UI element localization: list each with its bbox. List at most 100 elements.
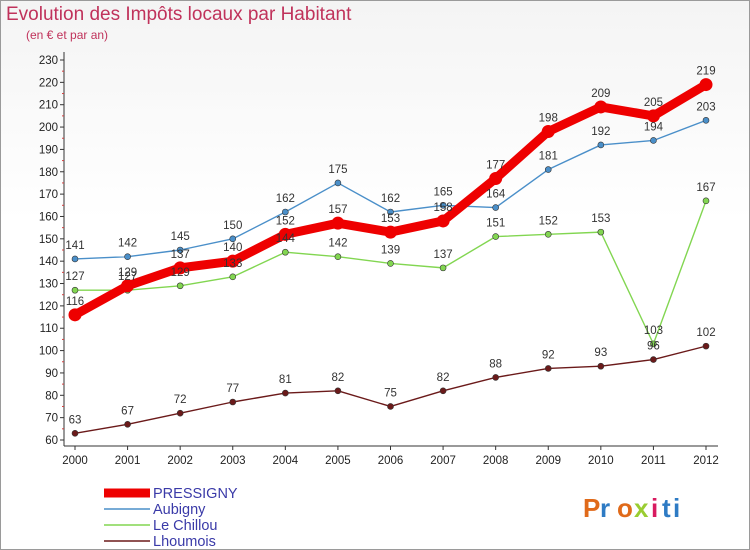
data-point-aubigny: [229, 235, 237, 243]
data-point-le-chillou: [702, 197, 710, 205]
data-point-aubigny: [650, 137, 657, 144]
data-label-le-chillou: 127: [118, 271, 137, 283]
data-point-pressigny: [121, 279, 135, 293]
x-tick-label: 2012: [693, 455, 719, 467]
data-label-lhoumois: 72: [174, 394, 187, 406]
data-point-le-chillou: [387, 260, 394, 267]
y-tick-label: 210: [39, 100, 58, 112]
data-label-aubigny: 150: [223, 220, 242, 232]
y-tick-label: 100: [39, 346, 58, 358]
data-point-pressigny: [331, 216, 345, 230]
x-tick-label: 2007: [430, 455, 456, 467]
y-tick-label: 160: [39, 211, 58, 223]
data-point-le-chillou: [71, 286, 79, 294]
data-point-pressigny: [226, 254, 240, 268]
data-point-le-chillou: [492, 233, 499, 240]
data-point-pressigny: [436, 214, 450, 228]
logo-letter: P: [583, 493, 600, 523]
data-label-lhoumois: 102: [696, 327, 715, 339]
data-label-lhoumois: 93: [594, 347, 607, 359]
data-label-aubigny: 165: [433, 186, 452, 198]
data-label-le-chillou: 127: [65, 271, 84, 283]
data-label-pressigny: 219: [696, 66, 715, 78]
data-label-pressigny: 198: [539, 113, 558, 125]
y-tick-label: 180: [39, 167, 58, 179]
chart-title: Evolution des Impôts locaux par Habitant: [6, 4, 352, 25]
y-tick-label: 220: [39, 77, 58, 89]
data-point-pressigny: [489, 171, 503, 185]
y-tick-label: 200: [39, 122, 58, 134]
logo-letter: i: [673, 493, 680, 523]
x-tick-label: 2009: [535, 455, 561, 467]
logo-letter: x: [634, 493, 649, 523]
y-tick-label: 150: [39, 234, 58, 246]
data-point-aubigny: [492, 204, 499, 211]
data-point-lhoumois: [282, 389, 289, 397]
data-point-lhoumois: [71, 429, 79, 437]
data-point-aubigny: [124, 253, 131, 261]
x-tick-label: 2004: [273, 455, 299, 467]
data-point-le-chillou: [650, 340, 657, 348]
data-label-pressigny: 152: [276, 215, 295, 227]
data-point-aubigny: [439, 201, 447, 209]
legend-label-lhoumois: Lhoumois: [153, 534, 216, 550]
x-tick-label: 2006: [378, 455, 404, 467]
y-tick-label: 120: [39, 301, 58, 313]
data-label-aubigny: 162: [276, 193, 295, 205]
x-tick-label: 2010: [588, 455, 614, 467]
data-label-le-chillou: 139: [381, 244, 400, 256]
data-label-pressigny: 157: [328, 204, 347, 216]
data-label-le-chillou: 129: [171, 267, 190, 279]
data-label-le-chillou: 133: [223, 258, 242, 270]
x-tick-label: 2005: [325, 455, 351, 467]
data-point-aubigny: [176, 246, 184, 254]
x-tick-label: 2003: [220, 455, 246, 467]
legend-label-le-chillou: Le Chillou: [153, 518, 218, 534]
data-point-pressigny: [541, 125, 555, 139]
data-label-pressigny: 177: [486, 159, 505, 171]
data-label-aubigny: 141: [65, 240, 84, 252]
logo-letter: i: [651, 493, 658, 523]
chart-axes: 60 70 80 90 100 110 120 130 140 150 160 170 180 190 20…: [39, 52, 719, 467]
data-label-le-chillou: 144: [276, 233, 296, 245]
data-point-aubigny: [544, 166, 552, 173]
logo-letter: r: [600, 493, 610, 523]
data-point-aubigny: [71, 255, 79, 263]
data-label-le-chillou: 152: [539, 215, 558, 227]
data-label-lhoumois: 82: [437, 372, 450, 384]
data-label-lhoumois: 63: [69, 414, 82, 426]
data-label-le-chillou: 167: [696, 182, 715, 194]
y-tick-label: 70: [45, 413, 58, 425]
x-tick-label: 2000: [62, 455, 88, 467]
data-point-le-chillou: [439, 264, 447, 272]
x-tick-label: 2008: [483, 455, 509, 467]
data-label-lhoumois: 92: [542, 349, 555, 361]
x-tick-label: 2011: [641, 455, 666, 467]
data-label-aubigny: 145: [171, 231, 190, 243]
data-label-aubigny: 164: [486, 189, 506, 201]
legend-label-aubigny: Aubigny: [153, 502, 206, 518]
data-point-le-chillou: [229, 273, 237, 281]
data-label-le-chillou: 103: [644, 325, 663, 337]
data-point-aubigny: [387, 208, 394, 216]
data-label-le-chillou: 153: [591, 213, 610, 225]
y-tick-label: 190: [39, 144, 58, 156]
data-label-aubigny: 192: [591, 126, 610, 138]
data-label-lhoumois: 82: [332, 372, 345, 384]
data-label-pressigny: 205: [644, 97, 663, 109]
data-labels-layer: 141 142 145 150 162 175 162 165 164 181 192 194 203 1…: [65, 66, 715, 427]
data-point-le-chillou: [597, 228, 605, 236]
data-point-lhoumois: [176, 409, 184, 417]
data-label-lhoumois: 75: [384, 387, 397, 399]
data-point-lhoumois: [650, 356, 657, 363]
data-label-pressigny: 116: [66, 296, 84, 308]
data-label-pressigny: 137: [171, 249, 190, 261]
data-label-lhoumois: 67: [121, 405, 134, 417]
y-tick-label: 130: [39, 279, 58, 291]
y-tick-label: 230: [39, 55, 58, 67]
data-label-aubigny: 162: [381, 193, 400, 205]
y-tick-label: 60: [45, 435, 58, 447]
